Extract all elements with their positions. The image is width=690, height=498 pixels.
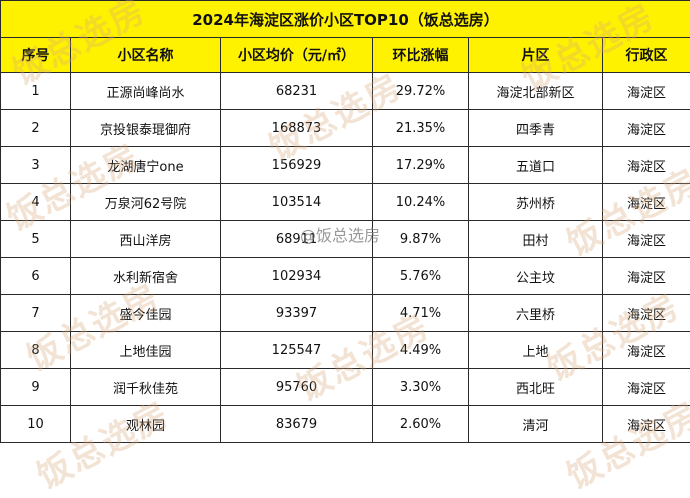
cell-area: 西北旺 [469,369,603,406]
cell-index: 3 [1,147,71,184]
header-mom-change: 环比涨幅 [373,38,469,73]
cell-mom-change: 21.35% [373,110,469,147]
header-row: 序号 小区名称 小区均价（元/㎡） 环比涨幅 片区 行政区 [1,38,690,73]
cell-district: 海淀区 [603,110,690,147]
cell-district: 海淀区 [603,369,690,406]
cell-mom-change: 9.87% [373,221,469,258]
cell-community-name: 龙湖唐宁one [71,147,221,184]
cell-district: 海淀区 [603,221,690,258]
cell-mom-change: 4.71% [373,295,469,332]
cell-area: 四季青 [469,110,603,147]
cell-mom-change: 5.76% [373,258,469,295]
cell-avg-price: 93397 [221,295,373,332]
cell-index: 4 [1,184,71,221]
cell-index: 5 [1,221,71,258]
cell-index: 7 [1,295,71,332]
cell-index: 2 [1,110,71,147]
cell-community-name: 正源尚峰尚水 [71,73,221,110]
cell-community-name: 上地佳园 [71,332,221,369]
cell-avg-price: 68911 [221,221,373,258]
cell-district: 海淀区 [603,406,690,443]
cell-avg-price: 83679 [221,406,373,443]
cell-community-name: 盛今佳园 [71,295,221,332]
cell-mom-change: 4.49% [373,332,469,369]
cell-community-name: 观林园 [71,406,221,443]
cell-index: 1 [1,73,71,110]
price-table-sheet: 2024年海淀区涨价小区TOP10（饭总选房） 序号 小区名称 小区均价（元/㎡… [0,0,690,464]
cell-avg-price: 68231 [221,73,373,110]
cell-mom-change: 10.24% [373,184,469,221]
cell-area: 五道口 [469,147,603,184]
cell-district: 海淀区 [603,332,690,369]
cell-mom-change: 17.29% [373,147,469,184]
cell-community-name: 润千秋佳苑 [71,369,221,406]
header-area: 片区 [469,38,603,73]
cell-index: 8 [1,332,71,369]
cell-area: 海淀北部新区 [469,73,603,110]
cell-community-name: 京投银泰琨御府 [71,110,221,147]
cell-district: 海淀区 [603,73,690,110]
header-index: 序号 [1,38,71,73]
cell-area: 公主坟 [469,258,603,295]
cell-area: 上地 [469,332,603,369]
cell-index: 6 [1,258,71,295]
cell-mom-change: 3.30% [373,369,469,406]
cell-community-name: 万泉河62号院 [71,184,221,221]
header-community-name: 小区名称 [71,38,221,73]
header-avg-price: 小区均价（元/㎡） [221,38,373,73]
cell-district: 海淀区 [603,258,690,295]
cell-avg-price: 168873 [221,110,373,147]
cell-community-name: 西山洋房 [71,221,221,258]
cell-avg-price: 125547 [221,332,373,369]
cell-district: 海淀区 [603,147,690,184]
cell-area: 六里桥 [469,295,603,332]
cell-avg-price: 103514 [221,184,373,221]
cell-index: 10 [1,406,71,443]
cell-index: 9 [1,369,71,406]
cell-mom-change: 29.72% [373,73,469,110]
table-title: 2024年海淀区涨价小区TOP10（饭总选房） [1,1,690,38]
cell-area: 清河 [469,406,603,443]
header-district: 行政区 [603,38,690,73]
cell-community-name: 水利新宿舍 [71,258,221,295]
cell-avg-price: 95760 [221,369,373,406]
title-row: 2024年海淀区涨价小区TOP10（饭总选房） [1,1,690,38]
cell-avg-price: 156929 [221,147,373,184]
cell-avg-price: 102934 [221,258,373,295]
cell-mom-change: 2.60% [373,406,469,443]
cell-area: 田村 [469,221,603,258]
price-rise-table: 2024年海淀区涨价小区TOP10（饭总选房） 序号 小区名称 小区均价（元/㎡… [0,0,690,443]
cell-district: 海淀区 [603,295,690,332]
cell-district: 海淀区 [603,184,690,221]
cell-area: 苏州桥 [469,184,603,221]
